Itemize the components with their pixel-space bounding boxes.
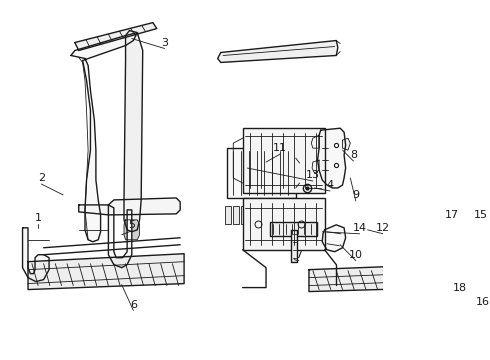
Text: 13: 13 [306,170,320,180]
Polygon shape [71,31,137,242]
Polygon shape [312,160,319,173]
Text: 11: 11 [273,143,287,153]
Text: 4: 4 [326,180,334,190]
Text: 16: 16 [476,297,490,306]
Polygon shape [322,225,345,252]
Bar [270,222,317,236]
Text: 1: 1 [35,213,42,223]
Text: 15: 15 [474,210,488,220]
Polygon shape [75,23,157,50]
Bar [243,198,324,250]
Bar [225,206,231,224]
Text: 9: 9 [352,190,359,200]
Text: 14: 14 [353,223,367,233]
Text: 12: 12 [376,223,390,233]
Text: 18: 18 [453,283,466,293]
Polygon shape [309,262,490,292]
Polygon shape [311,135,319,148]
Polygon shape [291,230,297,262]
Polygon shape [343,138,350,150]
Text: 6: 6 [130,300,137,310]
Polygon shape [28,254,184,289]
Bar [227,148,295,198]
Text: 2: 2 [38,173,45,183]
Bar [280,206,286,224]
Text: 8: 8 [350,150,357,160]
Bar [249,206,254,224]
Text: 10: 10 [349,250,363,260]
Polygon shape [23,228,49,282]
Polygon shape [124,32,143,232]
Polygon shape [218,41,338,62]
Text: 17: 17 [445,210,459,220]
Polygon shape [108,205,132,268]
Text: 3: 3 [161,37,168,48]
Bar [233,206,239,224]
Text: 7: 7 [295,250,302,260]
Text: 5: 5 [128,220,135,230]
Bar [265,206,270,224]
Bar [257,206,262,224]
Bar [243,128,324,193]
Polygon shape [79,198,180,215]
Polygon shape [124,220,140,240]
Bar [241,206,246,224]
Polygon shape [452,235,486,268]
Bar [295,206,301,224]
Bar [288,206,294,224]
Bar [272,206,278,224]
Polygon shape [318,128,345,188]
